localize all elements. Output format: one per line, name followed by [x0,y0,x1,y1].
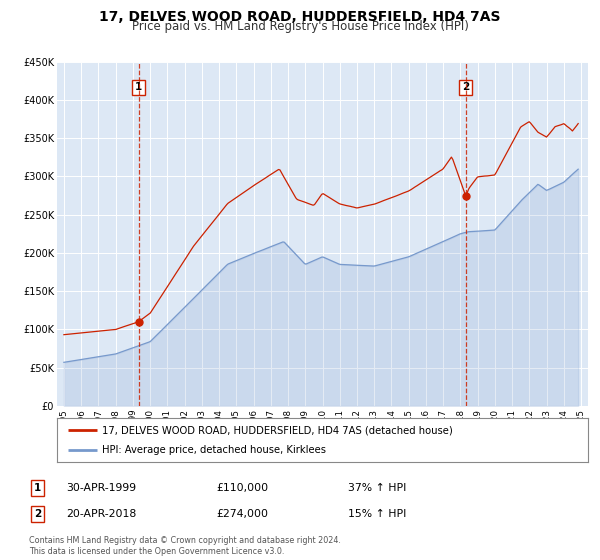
Text: 30-APR-1999: 30-APR-1999 [66,483,136,493]
Text: 1: 1 [135,82,142,92]
Text: HPI: Average price, detached house, Kirklees: HPI: Average price, detached house, Kirk… [102,445,326,455]
Text: 20-APR-2018: 20-APR-2018 [66,509,136,519]
Text: £110,000: £110,000 [216,483,268,493]
Text: 37% ↑ HPI: 37% ↑ HPI [348,483,406,493]
Text: 15% ↑ HPI: 15% ↑ HPI [348,509,406,519]
Text: 17, DELVES WOOD ROAD, HUDDERSFIELD, HD4 7AS (detached house): 17, DELVES WOOD ROAD, HUDDERSFIELD, HD4 … [102,425,453,435]
Text: £274,000: £274,000 [216,509,268,519]
Text: Price paid vs. HM Land Registry's House Price Index (HPI): Price paid vs. HM Land Registry's House … [131,20,469,33]
Text: 2: 2 [34,509,41,519]
Text: 2: 2 [462,82,469,92]
Text: 1: 1 [34,483,41,493]
Text: 17, DELVES WOOD ROAD, HUDDERSFIELD, HD4 7AS: 17, DELVES WOOD ROAD, HUDDERSFIELD, HD4 … [99,10,501,24]
Text: Contains HM Land Registry data © Crown copyright and database right 2024.
This d: Contains HM Land Registry data © Crown c… [29,536,341,556]
